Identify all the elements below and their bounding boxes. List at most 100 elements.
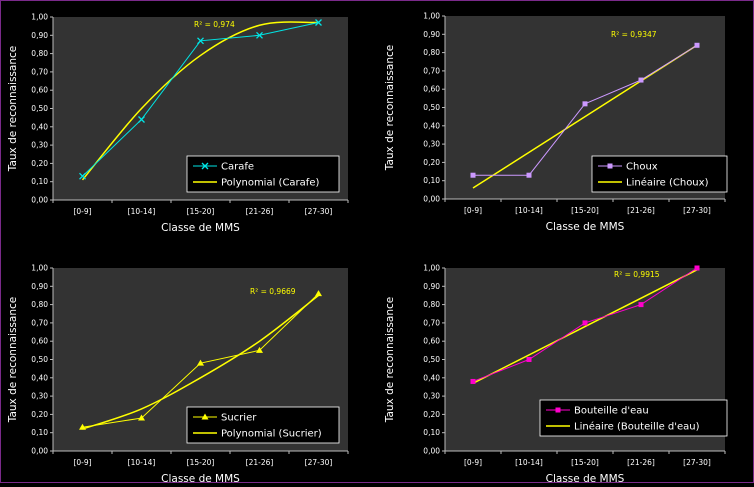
y-tick-label: 0,60 xyxy=(31,86,48,95)
data-point xyxy=(582,101,588,107)
y-tick-label: 0,40 xyxy=(423,121,440,130)
y-tick-label: 0,20 xyxy=(423,410,440,419)
x-tick-label: [10-14] xyxy=(515,458,543,467)
r-squared-label: R² = 0,9915 xyxy=(614,270,660,279)
y-tick-label: 0,30 xyxy=(423,140,440,149)
trendline xyxy=(472,269,698,384)
y-tick-label: 0,70 xyxy=(423,318,440,327)
legend-marker xyxy=(201,413,209,420)
y-tick-label: 0,00 xyxy=(423,447,440,456)
legend-box xyxy=(539,399,728,437)
x-tick-label: [21-26] xyxy=(627,206,655,215)
r-squared-label: R² = 0,9347 xyxy=(611,30,657,39)
legend: Carafe Polynomial (Carafe) xyxy=(186,155,340,193)
trendline xyxy=(472,44,698,189)
y-tick-label: 0,10 xyxy=(423,428,440,437)
data-point xyxy=(197,359,204,366)
x-tick-label: [0-9] xyxy=(464,206,482,215)
chart-sucrier: 0,00 0,10 0,20 0,30 0,40 0,50 0,60 0,70 0,80 0,90… xyxy=(1,242,378,485)
trendline-series xyxy=(82,294,319,430)
trendline xyxy=(82,294,319,430)
y-tick-label: 1,00 xyxy=(423,264,440,273)
y-tick-label: 0,70 xyxy=(31,67,48,76)
y-tick-label: 0,90 xyxy=(423,282,440,291)
legend-marker xyxy=(201,162,209,170)
data-point xyxy=(582,320,588,326)
y-tick-label: 0,80 xyxy=(423,300,440,309)
x-tick-label: [10-14] xyxy=(128,458,156,467)
x-tick-label: [15-20] xyxy=(187,458,215,467)
y-tick-label: 1,00 xyxy=(31,264,48,273)
data-point xyxy=(470,172,476,178)
r-squared-label: R² = 0,974 xyxy=(194,20,235,29)
legend-box xyxy=(186,155,340,193)
r-squared-label: R² = 0,9669 xyxy=(250,287,296,296)
y-tick-label: 0,50 xyxy=(31,355,48,364)
y-tick-label: 0,20 xyxy=(31,410,48,419)
y-tick-label: 0,40 xyxy=(31,373,48,382)
y-tick-label: 0,50 xyxy=(423,355,440,364)
legend: Sucrier Polynomial (Sucrier) xyxy=(186,406,340,444)
legend-label: Carafe xyxy=(221,162,254,173)
data-point xyxy=(526,357,532,362)
data-series xyxy=(470,42,700,178)
x-axis-title: Classe de MMS xyxy=(161,473,240,483)
legend-box xyxy=(186,406,340,444)
x-tick-label: [21-26] xyxy=(627,458,655,467)
y-tick-label: 0,80 xyxy=(423,48,440,57)
x-axis-title: Classe de MMS xyxy=(546,221,625,233)
data-series xyxy=(79,290,322,430)
x-tick-label: [27-30] xyxy=(305,458,333,467)
legend-label: Linéaire (Choux) xyxy=(626,177,709,189)
legend: Choux Linéaire (Choux) xyxy=(591,155,728,193)
data-point xyxy=(79,172,86,180)
data-point xyxy=(256,31,263,39)
y-tick-label: 0,20 xyxy=(423,158,440,167)
y-tick-label: 0,10 xyxy=(31,428,48,437)
legend-box xyxy=(591,155,728,193)
x-axis-title: Classe de MMS xyxy=(546,473,625,483)
data-point xyxy=(694,42,700,48)
x-tick-label: [0-9] xyxy=(464,458,482,467)
data-series xyxy=(470,265,700,384)
chart-sucrier-svg: 0,00 0,10 0,20 0,30 0,40 0,50 0,60 0,70 0,80 0,90… xyxy=(7,264,349,485)
data-point xyxy=(138,116,145,123)
chart-choux: 0,00 0,10 0,20 0,30 0,40 0,50 0,60 0,70 0,80 0,90… xyxy=(378,1,754,242)
y-tick-label: 0,40 xyxy=(423,373,440,382)
x-tick-label: [15-20] xyxy=(187,207,215,216)
y-tick-label: 0,80 xyxy=(31,300,48,309)
trendline-series xyxy=(81,21,319,181)
y-axis-title: Taux de reconnaissance xyxy=(384,297,396,423)
chart-carafe: 0,00 0,10 0,20 0,30 0,40 0,50 0,60 0,70 0,80 0,90… xyxy=(1,1,378,242)
data-point xyxy=(79,423,86,430)
x-tick-label: [10-14] xyxy=(515,206,543,215)
chart-choux-svg: 0,00 0,10 0,20 0,30 0,40 0,50 0,60 0,70 0,80 0,90… xyxy=(384,12,728,233)
y-tick-label: 0,10 xyxy=(31,177,48,186)
legend-label: Sucrier xyxy=(221,413,257,424)
x-tick-label: [15-20] xyxy=(571,206,599,215)
legend-marker xyxy=(555,407,561,413)
y-tick-label: 0,90 xyxy=(31,282,48,291)
x-tick-label: [21-26] xyxy=(246,207,274,216)
legend: Bouteille d'eau Linéaire (Bouteille d'eau… xyxy=(539,399,728,437)
data-point xyxy=(315,290,322,297)
data-point xyxy=(315,19,322,26)
trendline-series xyxy=(472,269,698,384)
y-axis-title: Taux de reconnaissance xyxy=(7,46,19,172)
y-tick-label: 0,60 xyxy=(423,337,440,346)
legend-label: Linéaire (Bouteille d'eau) xyxy=(574,421,700,433)
data-point xyxy=(197,37,204,45)
y-tick-label: 0,00 xyxy=(31,196,48,205)
y-tick-label: 0,90 xyxy=(31,31,48,40)
data-series xyxy=(79,19,322,180)
y-tick-label: 1,00 xyxy=(31,13,48,22)
y-tick-label: 0,50 xyxy=(31,104,48,113)
chart-bouteille: 0,00 0,10 0,20 0,30 0,40 0,50 0,60 0,70 0,80 0,90… xyxy=(378,242,754,485)
y-tick-label: 0,90 xyxy=(423,30,440,39)
y-tick-label: 0,40 xyxy=(31,122,48,131)
data-point xyxy=(638,302,644,308)
y-tick-label: 0,50 xyxy=(423,103,440,112)
y-tick-label: 0,80 xyxy=(31,49,48,58)
y-tick-label: 0,20 xyxy=(31,159,48,168)
